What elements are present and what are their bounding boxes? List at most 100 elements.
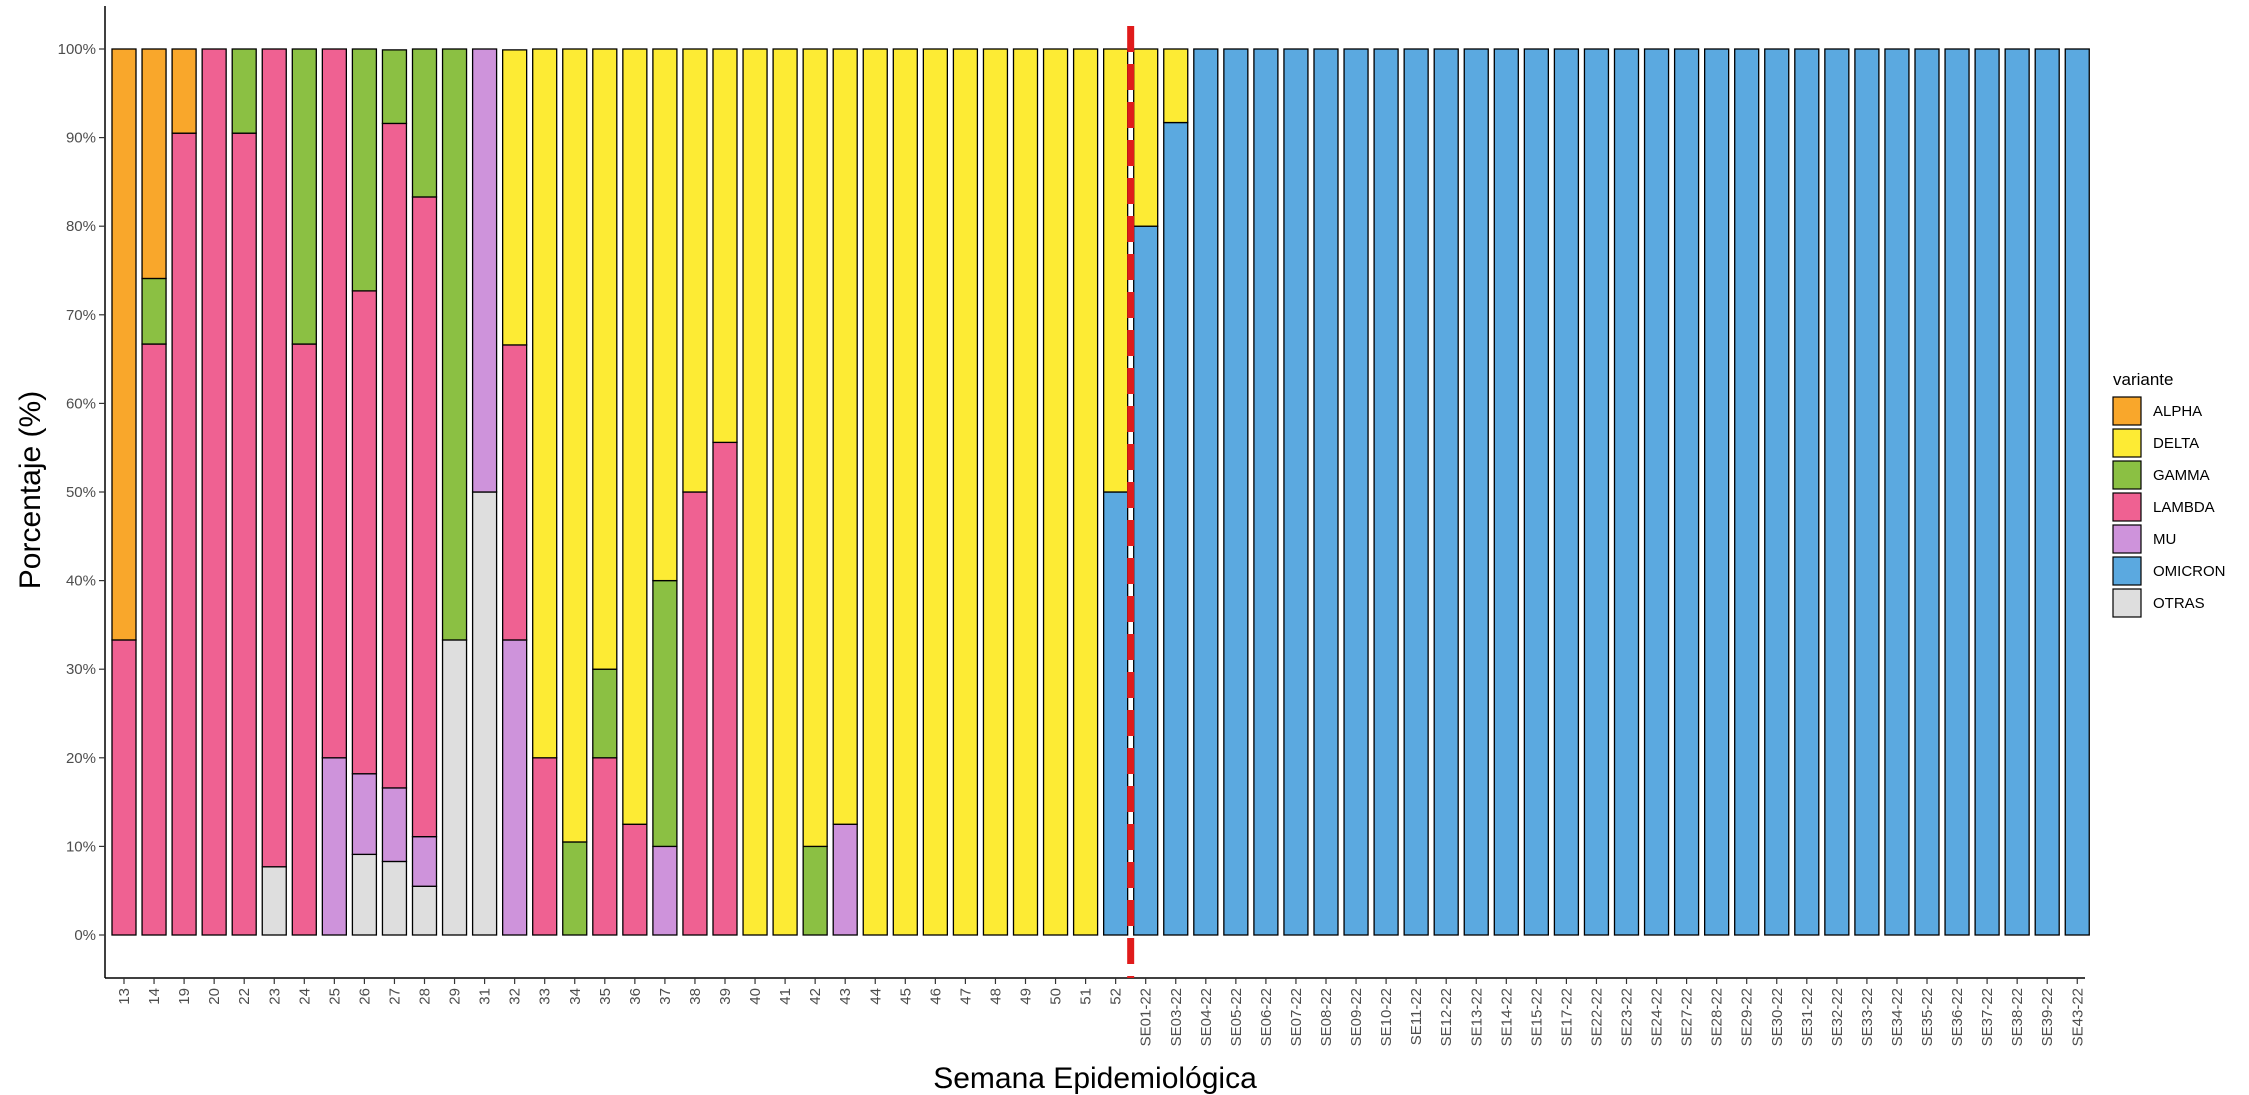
bar-segment-delta bbox=[622, 48, 648, 825]
x-tick-label: SE23-22 bbox=[1619, 988, 1636, 1046]
y-tick-label: 90% bbox=[66, 130, 96, 147]
bar-segment-delta bbox=[562, 48, 588, 843]
x-tick-label: SE39-22 bbox=[2039, 988, 2056, 1046]
x-tick-label: 48 bbox=[987, 988, 1004, 1005]
bar-segment-lambda bbox=[261, 48, 287, 868]
x-tick-label: SE01-22 bbox=[1138, 988, 1155, 1046]
y-tick-label: 20% bbox=[66, 750, 96, 767]
bar-segment-lambda bbox=[622, 823, 648, 936]
bar-segment-delta bbox=[1103, 48, 1129, 493]
legend-label-delta: DELTA bbox=[2153, 435, 2199, 452]
bar-segment-gamma bbox=[652, 579, 678, 848]
bar-segment-gamma bbox=[141, 277, 167, 345]
x-tick-label: 27 bbox=[386, 988, 403, 1005]
x-tick-label: SE37-22 bbox=[1979, 988, 1996, 1046]
bar-segment-omicron bbox=[1523, 48, 1549, 936]
x-tick-label: SE17-22 bbox=[1558, 988, 1575, 1046]
legend-title: variante bbox=[2113, 370, 2173, 389]
bar-segment-delta bbox=[1133, 48, 1159, 227]
x-tick-label: SE07-22 bbox=[1288, 988, 1305, 1046]
bar-segment-omicron bbox=[1824, 48, 1850, 936]
bar-segment-delta bbox=[682, 48, 708, 493]
bar-segment-otras bbox=[261, 866, 287, 936]
bar-segment-omicron bbox=[1794, 48, 1820, 936]
bar-segment-omicron bbox=[2034, 48, 2060, 936]
x-tick-label: 31 bbox=[477, 988, 494, 1005]
legend-swatch-omicron bbox=[2112, 556, 2142, 586]
bar-segment-lambda bbox=[351, 290, 378, 775]
bar-segment-gamma bbox=[351, 48, 378, 292]
legend-label-mu: MU bbox=[2153, 531, 2176, 548]
bar-segment-delta bbox=[532, 48, 558, 759]
bar-segment-delta bbox=[772, 48, 798, 936]
bar-segment-lambda bbox=[411, 196, 438, 838]
bar-segment-omicron bbox=[1373, 48, 1399, 936]
bar-segment-delta bbox=[952, 48, 979, 936]
x-tick-label: 26 bbox=[356, 988, 373, 1005]
bar-segment-delta bbox=[1072, 48, 1099, 936]
x-tick-label: 46 bbox=[927, 988, 944, 1005]
legend-label-otras: OTRAS bbox=[2153, 595, 2205, 612]
x-tick-label: SE09-22 bbox=[1348, 988, 1365, 1046]
y-tick-label: 100% bbox=[58, 41, 96, 58]
bar-segment-delta bbox=[712, 48, 738, 444]
x-tick-label: 36 bbox=[627, 988, 644, 1005]
bar-segment-otras bbox=[441, 639, 468, 936]
bar-segment-lambda bbox=[592, 757, 618, 936]
bar-segment-gamma bbox=[441, 48, 468, 641]
y-tick-label: 50% bbox=[66, 484, 96, 501]
bar-segment-alpha bbox=[171, 48, 197, 134]
x-tick-label: SE11-22 bbox=[1408, 988, 1425, 1045]
bar-segment-gamma bbox=[231, 48, 257, 134]
x-tick-label: 34 bbox=[567, 988, 584, 1005]
x-tick-label: SE03-22 bbox=[1168, 988, 1185, 1046]
x-tick-label: SE38-22 bbox=[2009, 988, 2026, 1046]
bar-segment-gamma bbox=[411, 48, 438, 198]
x-tick-label: 23 bbox=[266, 988, 283, 1005]
bar-segment-omicron bbox=[1854, 48, 1880, 936]
y-tick-label: 40% bbox=[66, 573, 96, 590]
x-tick-label: 49 bbox=[1018, 988, 1035, 1005]
x-tick-label: 44 bbox=[867, 988, 884, 1005]
bar-segment-otras bbox=[351, 853, 378, 936]
x-tick-label: SE13-22 bbox=[1468, 988, 1485, 1046]
bar-segment-alpha bbox=[111, 48, 137, 641]
x-tick-label: 14 bbox=[146, 988, 163, 1005]
x-tick-label: 20 bbox=[206, 988, 223, 1005]
legend-swatch-lambda bbox=[2112, 492, 2142, 522]
x-tick-label: SE22-22 bbox=[1588, 988, 1605, 1046]
y-tick-label: 60% bbox=[66, 395, 96, 412]
x-tick-label: 38 bbox=[687, 988, 704, 1005]
bar-segment-mu bbox=[471, 48, 498, 493]
bar-segment-alpha bbox=[141, 48, 167, 280]
x-tick-label: SE04-22 bbox=[1198, 988, 1215, 1046]
x-tick-label: 13 bbox=[116, 988, 133, 1005]
y-tick-label: 30% bbox=[66, 661, 96, 678]
bar-segment-omicron bbox=[1133, 225, 1159, 936]
bar-segment-gamma bbox=[381, 49, 408, 125]
bar-segment-omicron bbox=[2004, 48, 2030, 936]
legend-swatch-otras bbox=[2112, 588, 2142, 618]
legend-label-omicron: OMICRON bbox=[2153, 563, 2226, 580]
y-tick-label: 10% bbox=[66, 838, 96, 855]
x-tick-label: SE36-22 bbox=[1949, 988, 1966, 1046]
x-tick-label: SE08-22 bbox=[1318, 988, 1335, 1046]
x-tick-label: SE29-22 bbox=[1739, 988, 1756, 1046]
x-tick-label: 29 bbox=[447, 988, 464, 1005]
x-tick-label: SE12-22 bbox=[1438, 988, 1455, 1046]
x-tick-label: SE30-22 bbox=[1769, 988, 1786, 1046]
bar-segment-omicron bbox=[1643, 48, 1670, 936]
bar-segment-mu bbox=[501, 639, 528, 936]
x-tick-label: SE43-22 bbox=[2069, 988, 2086, 1046]
bar-segment-lambda bbox=[712, 441, 738, 936]
x-tick-label: SE28-22 bbox=[1709, 988, 1726, 1046]
x-tick-label: 19 bbox=[176, 988, 193, 1005]
legend-swatch-gamma bbox=[2112, 460, 2142, 490]
bar-segment-otras bbox=[471, 491, 498, 936]
bar-segment-omicron bbox=[1433, 48, 1459, 936]
x-tick-label: 22 bbox=[236, 988, 253, 1005]
y-tick-label: 80% bbox=[66, 218, 96, 235]
bar-segment-mu bbox=[351, 773, 378, 856]
bar-segment-delta bbox=[1042, 48, 1069, 936]
legend-label-gamma: GAMMA bbox=[2153, 467, 2210, 484]
